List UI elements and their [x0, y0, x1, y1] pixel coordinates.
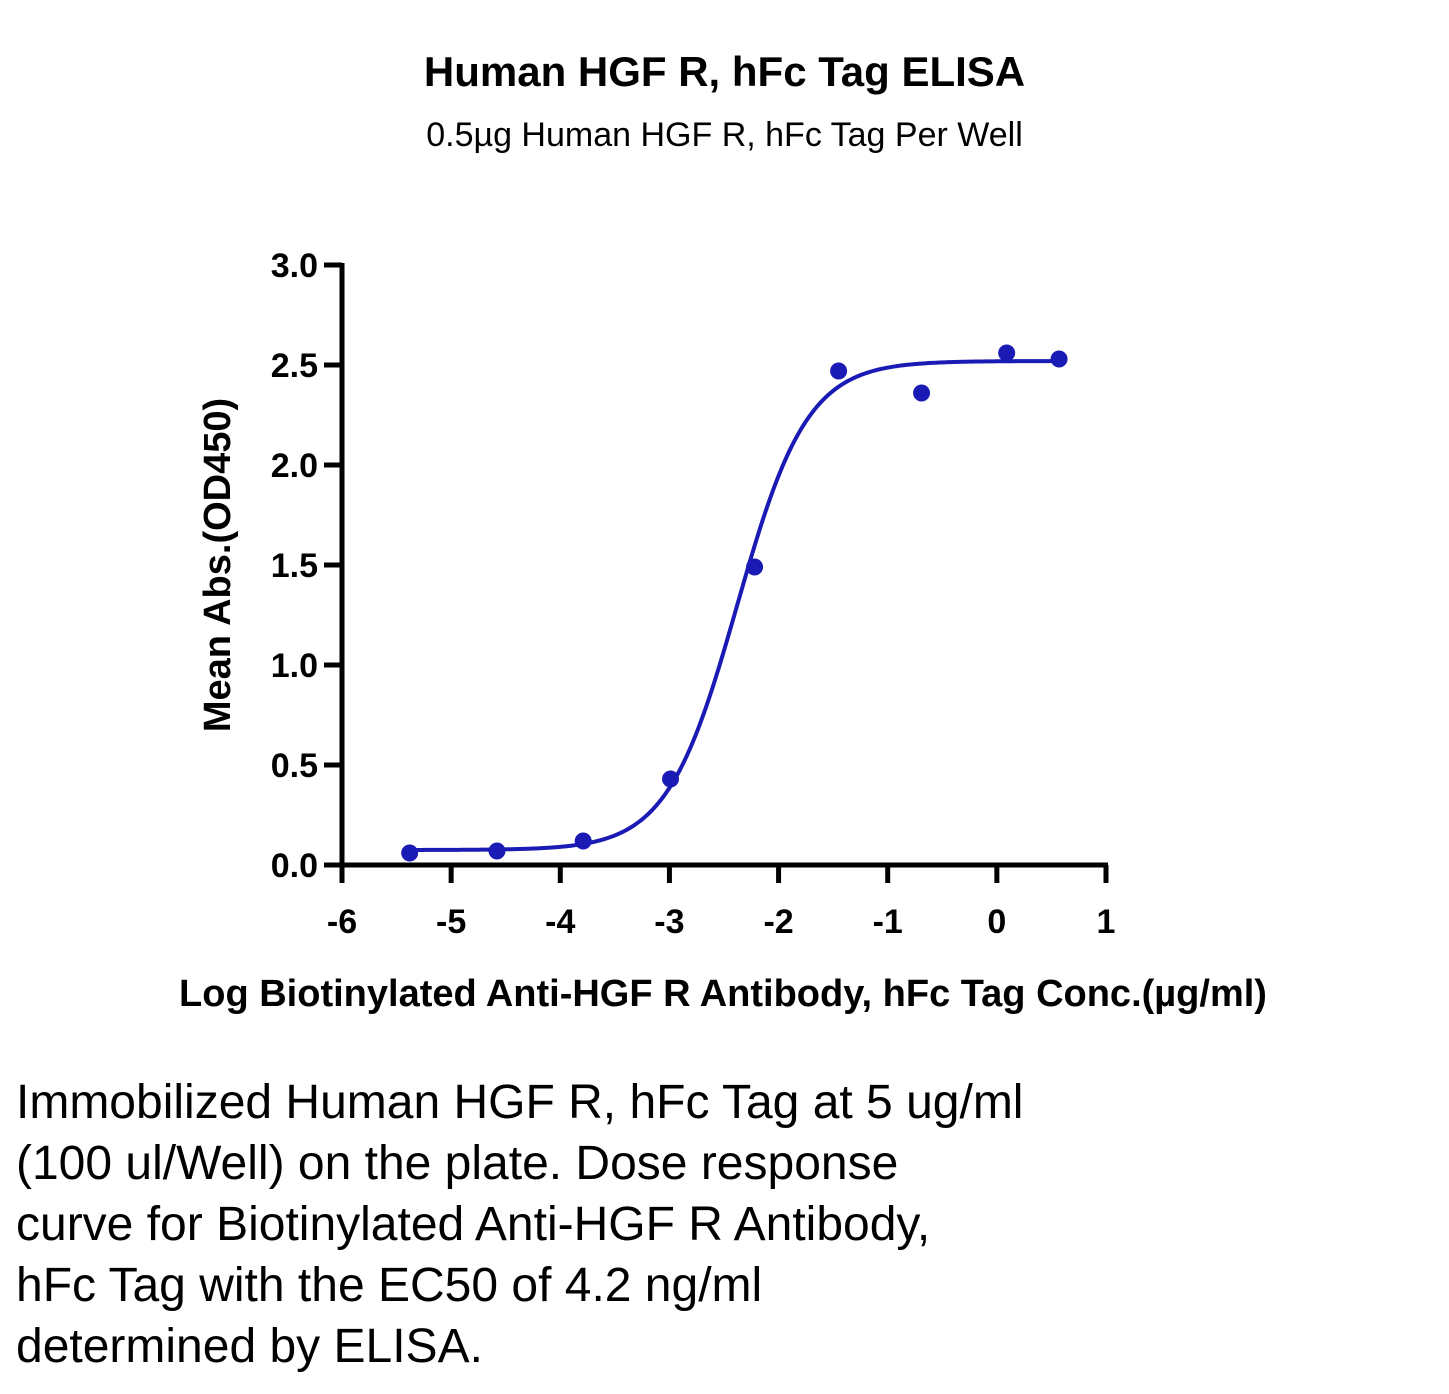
axes — [339, 263, 1108, 868]
x-tick-label: -1 — [873, 903, 903, 941]
y-tick-label: 2.0 — [271, 447, 318, 485]
data-point — [830, 362, 848, 380]
x-tick-label: 1 — [1097, 903, 1116, 941]
caption-line: curve for Biotinylated Anti-HGF R Antibo… — [16, 1198, 931, 1251]
x-tick-label: -3 — [654, 903, 684, 941]
y-tick-label: 1.5 — [271, 547, 318, 585]
fit-curve — [409, 359, 1060, 852]
y-tick-label: 0.5 — [271, 747, 318, 785]
caption-line: determined by ELISA. — [16, 1320, 483, 1373]
x-tick-label: -4 — [545, 903, 575, 941]
chart-svg: 0.0 0.5 1.0 1.5 2.0 2.5 3.0 -6 -5 -4 -3 -2 -1 0 1 Mea… — [179, 247, 1267, 1015]
curve-layer — [409, 359, 1060, 852]
data-point — [574, 832, 592, 850]
y-tick-label: 3.0 — [271, 247, 318, 285]
data-point — [662, 770, 680, 788]
caption: Immobilized Human HGF R, hFc Tag at 5 ug… — [16, 1072, 1216, 1377]
caption-line: Immobilized Human HGF R, hFc Tag at 5 ug… — [16, 1076, 1024, 1129]
chart-subtitle: 0.5µg Human HGF R, hFc Tag Per Well — [426, 116, 1023, 154]
points-layer — [401, 344, 1068, 862]
y-tick-label: 1.0 — [271, 647, 318, 685]
data-point — [746, 558, 764, 576]
data-point — [488, 842, 506, 860]
x-ticks: -6 -5 -4 -3 -2 -1 0 1 — [327, 865, 1116, 941]
caption-line: (100 ul/Well) on the plate. Dose respons… — [16, 1137, 899, 1190]
chart-title: Human HGF R, hFc Tag ELISA — [423, 48, 1026, 95]
x-tick-label: -2 — [763, 903, 793, 941]
y-tick-label: 2.5 — [271, 347, 318, 385]
x-tick-label: 0 — [987, 903, 1006, 941]
data-point — [913, 384, 931, 402]
x-axis-title: Log Biotinylated Anti-HGF R Antibody, hF… — [179, 973, 1267, 1015]
x-tick-label: -6 — [327, 903, 357, 941]
y-axis-title: Mean Abs.(OD450) — [197, 398, 239, 732]
data-point — [401, 844, 419, 862]
data-point — [998, 344, 1016, 362]
caption-line: hFc Tag with the EC50 of 4.2 ng/ml — [16, 1259, 763, 1312]
y-tick-label: 0.0 — [271, 847, 318, 885]
y-ticks: 0.0 0.5 1.0 1.5 2.0 2.5 3.0 — [271, 247, 342, 885]
x-tick-label: -5 — [436, 903, 466, 941]
data-point — [1050, 350, 1068, 368]
